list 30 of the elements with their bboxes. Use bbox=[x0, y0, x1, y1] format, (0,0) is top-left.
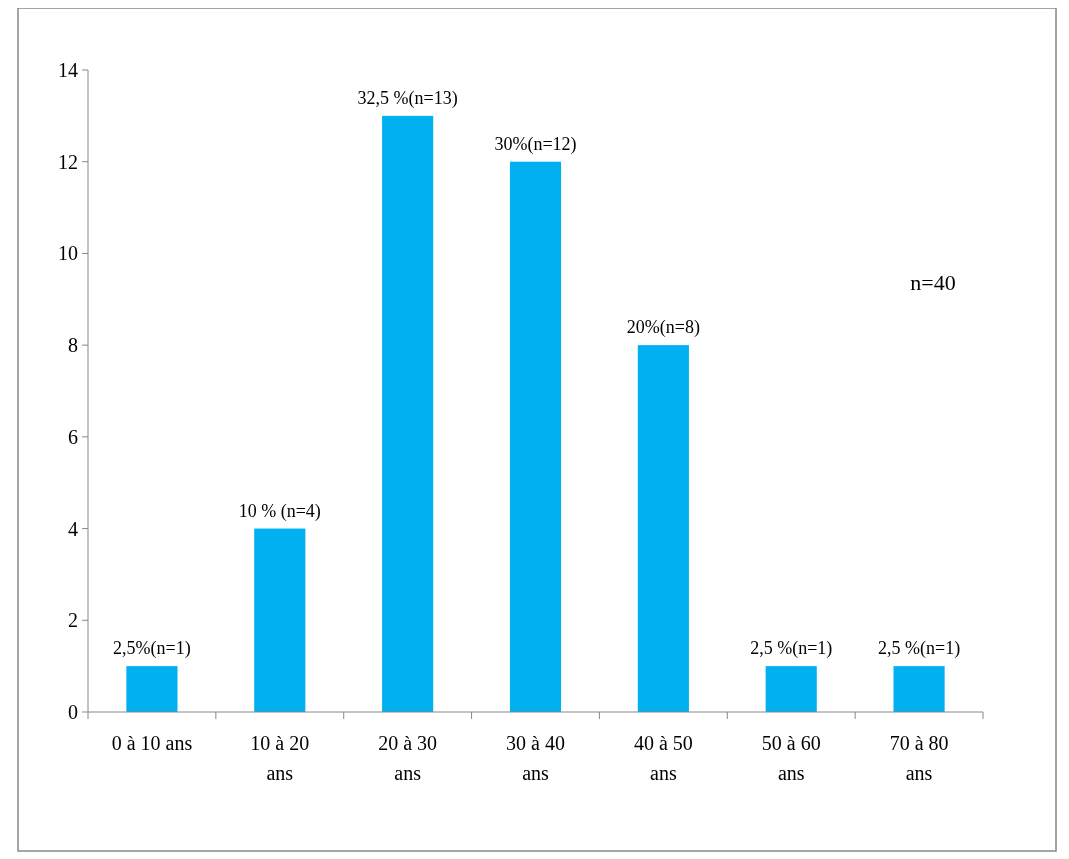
y-tick-label: 10 bbox=[58, 242, 78, 265]
x-tick-label: 50 à 60 ans bbox=[761, 732, 821, 784]
x-tick-label: 30 à 40 ans bbox=[506, 732, 565, 784]
x-tick-label: 20 à 30 ans bbox=[378, 732, 438, 784]
bar bbox=[893, 666, 945, 712]
y-tick-label: 12 bbox=[58, 150, 78, 173]
data-label: 2,5 %(n=1) bbox=[750, 638, 833, 660]
data-label: 32,5 %(n=13) bbox=[357, 87, 458, 109]
y-tick-label: 8 bbox=[68, 334, 78, 357]
bar bbox=[254, 528, 306, 712]
y-tick-label: 6 bbox=[68, 425, 78, 448]
bar bbox=[637, 345, 689, 712]
y-tick-label: 4 bbox=[68, 517, 78, 540]
y-tick-label: 2 bbox=[68, 609, 78, 632]
x-tick-label: 10 à 20 ans bbox=[250, 732, 310, 784]
y-tick-label: 14 bbox=[58, 59, 78, 81]
bar bbox=[382, 115, 434, 712]
data-label: 30%(n=12) bbox=[494, 133, 577, 155]
data-label: 10 % (n=4) bbox=[238, 500, 321, 522]
bar bbox=[765, 666, 817, 712]
bar bbox=[126, 666, 178, 712]
x-tick-label: 40 à 50 ans bbox=[633, 732, 693, 784]
x-tick-label: 70 à 80 ans bbox=[889, 732, 949, 784]
y-tick-label: 0 bbox=[68, 701, 78, 723]
data-label: 2,5%(n=1) bbox=[113, 638, 191, 660]
x-tick-label: 0 à 10 ans bbox=[111, 732, 193, 754]
data-label: 20%(n=8) bbox=[626, 317, 700, 339]
bar bbox=[509, 161, 562, 712]
data-label: 2,5 %(n=1) bbox=[878, 638, 961, 660]
annotation: n=40 bbox=[910, 270, 956, 295]
